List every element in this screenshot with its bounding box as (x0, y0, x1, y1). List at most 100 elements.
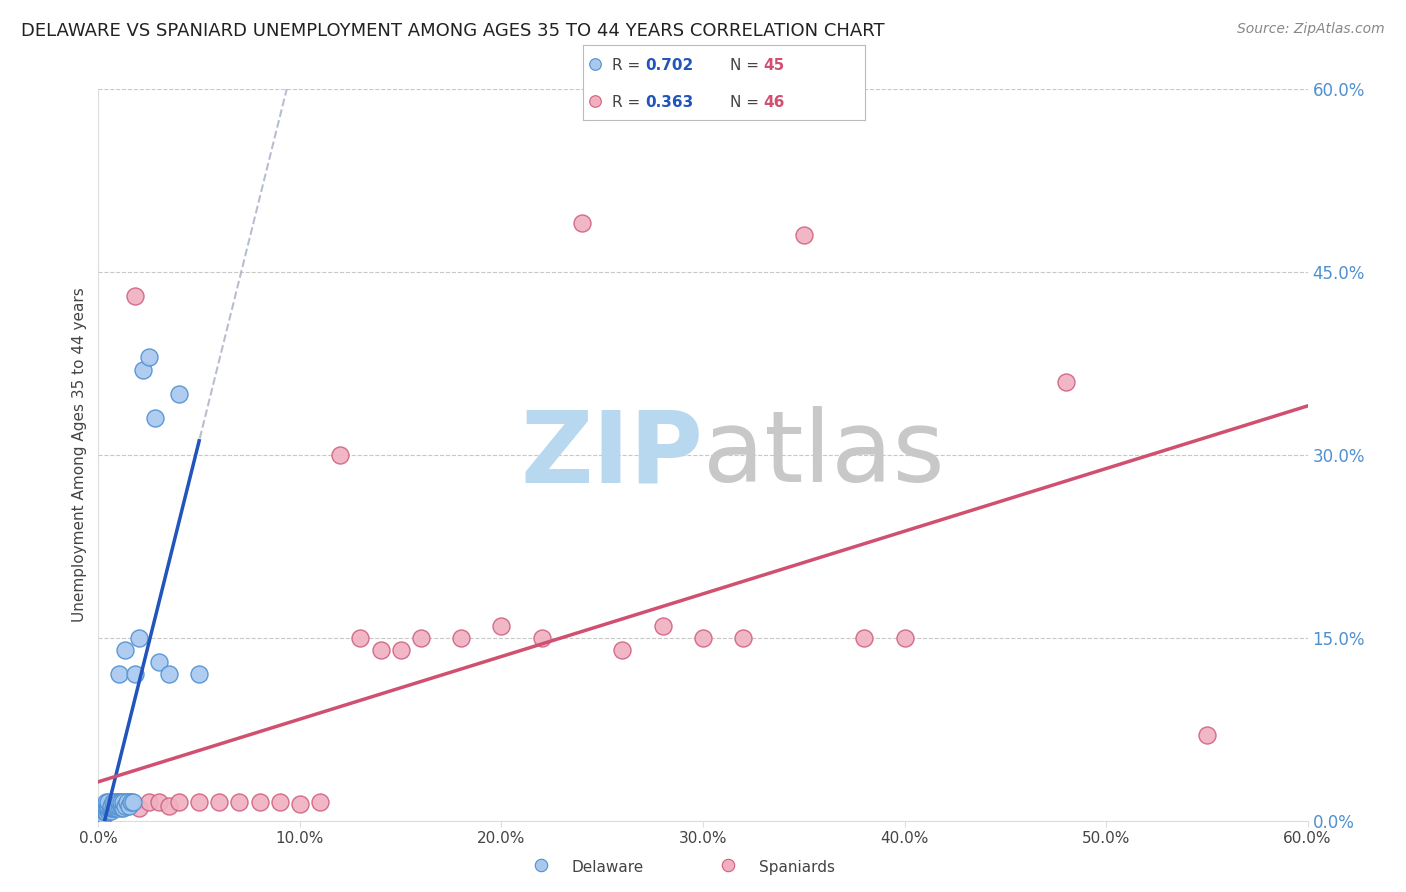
Point (288, 797, 311, 811)
Point (893, 631, 915, 645)
Point (370, 643, 392, 657)
Text: DELAWARE VS SPANIARD UNEMPLOYMENT AMONG AGES 35 TO 44 YEARS CORRELATION CHART: DELAWARE VS SPANIARD UNEMPLOYMENT AMONG … (21, 22, 884, 40)
Point (100, 801, 122, 815)
Point (389, 643, 412, 657)
Point (110, 801, 132, 815)
Point (105, 799, 128, 814)
Point (101, 801, 124, 815)
Point (491, 618, 513, 632)
Point (103, 796, 125, 810)
Point (101, 801, 124, 815)
Point (93, 804, 115, 818)
Point (717, 858, 740, 872)
Point (97, 801, 120, 815)
Point (148, 796, 170, 810)
Text: 0.702: 0.702 (645, 58, 693, 72)
Point (1054, 375, 1077, 389)
Point (110, 799, 132, 814)
Point (571, 216, 593, 230)
Point (132, 362, 155, 376)
Point (128, 801, 150, 815)
Point (208, 796, 231, 810)
Point (188, 667, 211, 681)
Text: R =: R = (612, 95, 645, 111)
Point (249, 796, 271, 810)
Point (110, 796, 132, 810)
Point (91, 807, 114, 822)
Point (118, 799, 141, 814)
Point (100, 804, 122, 818)
Point (409, 631, 432, 645)
Point (107, 667, 129, 681)
Point (138, 796, 160, 810)
Point (107, 796, 129, 810)
Point (121, 796, 143, 810)
Point (530, 631, 553, 645)
Point (651, 618, 673, 632)
Point (103, 796, 125, 810)
Point (115, 799, 138, 814)
Point (111, 799, 134, 814)
Point (105, 801, 128, 815)
Point (101, 796, 124, 810)
Point (583, 56, 606, 70)
Point (329, 448, 352, 462)
Point (120, 796, 142, 810)
Point (157, 799, 180, 814)
Point (97, 799, 120, 814)
Point (111, 796, 134, 810)
Point (124, 289, 146, 303)
Point (93, 807, 115, 822)
Point (138, 351, 160, 365)
Point (309, 796, 332, 810)
Point (853, 631, 876, 645)
Point (167, 796, 190, 810)
Text: 45: 45 (763, 58, 785, 72)
Point (128, 631, 150, 645)
Point (114, 796, 136, 810)
Text: Spaniards: Spaniards (759, 860, 835, 875)
Point (107, 799, 129, 814)
Point (114, 643, 136, 657)
Point (97, 804, 120, 818)
Point (105, 799, 128, 814)
Text: atlas: atlas (703, 407, 945, 503)
Point (1195, 728, 1218, 742)
Point (124, 667, 146, 681)
Point (228, 796, 250, 810)
Text: R =: R = (612, 58, 645, 72)
Point (96, 801, 118, 815)
Y-axis label: Unemployment Among Ages 35 to 44 years: Unemployment Among Ages 35 to 44 years (72, 287, 87, 623)
Text: N =: N = (730, 95, 763, 111)
Point (91, 804, 114, 818)
Point (692, 631, 714, 645)
Point (107, 796, 129, 810)
Point (450, 631, 472, 645)
Point (91, 801, 114, 815)
Text: Delaware: Delaware (571, 860, 644, 875)
Text: 0.363: 0.363 (645, 95, 693, 111)
Point (733, 631, 755, 645)
Point (148, 655, 170, 669)
Text: 46: 46 (763, 95, 785, 111)
Point (167, 387, 190, 401)
Point (530, 858, 553, 872)
Point (111, 801, 134, 815)
Point (96, 796, 118, 810)
Point (93, 807, 115, 822)
Text: ZIP: ZIP (520, 407, 703, 503)
Point (93, 801, 115, 815)
Point (349, 631, 371, 645)
Point (793, 228, 815, 243)
Point (97, 796, 120, 810)
Point (143, 411, 166, 425)
Point (115, 796, 138, 810)
Point (96, 804, 118, 818)
Point (157, 667, 180, 681)
Point (114, 799, 136, 814)
Point (583, 95, 606, 109)
Point (103, 801, 125, 815)
Point (97, 804, 120, 818)
Point (120, 796, 142, 810)
Text: N =: N = (730, 58, 763, 72)
